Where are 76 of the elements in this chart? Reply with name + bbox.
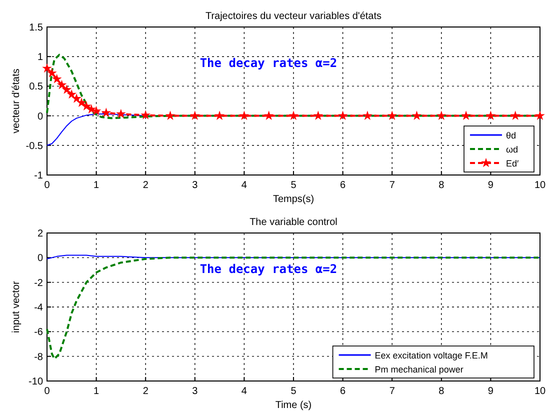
point bbox=[461, 110, 471, 120]
y-tick-label: 0 bbox=[37, 111, 44, 122]
y-axis-title: input vector bbox=[11, 280, 22, 333]
point bbox=[486, 110, 496, 120]
point bbox=[82, 101, 92, 111]
annotation: The decay rates α=2 bbox=[200, 56, 338, 70]
legend-label: Eex excitation voltage F.E.M bbox=[374, 350, 488, 360]
y-tick-label: -6 bbox=[34, 327, 44, 338]
y-tick-label: -0.5 bbox=[26, 140, 44, 152]
x-tick-label: 1 bbox=[94, 180, 100, 191]
point bbox=[535, 110, 545, 120]
y-tick-label: 2 bbox=[37, 228, 44, 240]
x-axis-title: Temps(s) bbox=[272, 194, 314, 205]
line-series bbox=[46, 256, 541, 360]
legend-label: Ed′ bbox=[506, 158, 520, 168]
x-tick-label: 10 bbox=[534, 386, 546, 397]
point bbox=[165, 110, 176, 120]
point bbox=[387, 110, 398, 120]
point bbox=[101, 108, 112, 118]
x-tick-label: 5 bbox=[290, 386, 297, 397]
x-tick-label: 2 bbox=[142, 180, 149, 191]
x-tick-label: 0 bbox=[44, 180, 50, 191]
y-tick-label: -10 bbox=[28, 376, 44, 388]
x-tick-label: 4 bbox=[241, 386, 248, 397]
point bbox=[42, 63, 52, 73]
point bbox=[264, 110, 274, 120]
y-axis-title: vecteur d'états bbox=[11, 68, 22, 134]
point bbox=[362, 110, 372, 120]
point bbox=[190, 110, 200, 120]
y-tick-label: -4 bbox=[34, 302, 44, 314]
y-tick-label: -8 bbox=[34, 352, 44, 363]
x-tick-label: 2 bbox=[142, 386, 149, 397]
y-tick-label: 1 bbox=[37, 52, 44, 64]
point bbox=[412, 110, 422, 120]
point bbox=[436, 110, 446, 120]
point bbox=[52, 74, 62, 84]
point bbox=[140, 110, 151, 120]
x-tick-label: 3 bbox=[192, 180, 198, 191]
point bbox=[72, 93, 82, 103]
point bbox=[313, 110, 324, 120]
point bbox=[116, 108, 126, 118]
y-tick-label: 1.5 bbox=[29, 22, 44, 34]
x-tick-label: 7 bbox=[389, 386, 396, 397]
x-tick-label: 5 bbox=[290, 180, 297, 191]
x-axis-title: Time (s) bbox=[275, 400, 312, 411]
y-tick-label: -1 bbox=[34, 170, 44, 182]
point bbox=[62, 84, 72, 94]
point bbox=[288, 110, 298, 120]
x-tick-label: 0 bbox=[44, 386, 50, 397]
chart-title: Trajectoires du vecteur variables d'états bbox=[205, 11, 382, 22]
y-tick-label: 0.5 bbox=[29, 82, 44, 93]
legend-label: ωd bbox=[506, 144, 518, 154]
x-tick-label: 8 bbox=[438, 180, 445, 191]
x-tick-label: 6 bbox=[340, 180, 346, 191]
point bbox=[214, 110, 224, 120]
x-tick-label: 8 bbox=[438, 386, 445, 397]
x-tick-label: 7 bbox=[389, 180, 396, 191]
y-tick-label: 0 bbox=[37, 253, 44, 264]
point bbox=[56, 80, 67, 90]
x-tick-label: 4 bbox=[241, 180, 248, 191]
annotation: The decay rates α=2 bbox=[200, 262, 338, 276]
point bbox=[66, 89, 77, 99]
legend-label: θd bbox=[506, 130, 516, 140]
x-tick-label: 1 bbox=[94, 386, 100, 397]
x-tick-label: 6 bbox=[340, 386, 346, 397]
legend-label: Pm mechanical power bbox=[374, 364, 464, 374]
point bbox=[510, 110, 520, 120]
y-tick-label: -2 bbox=[34, 278, 44, 289]
point bbox=[338, 110, 348, 120]
x-tick-label: 3 bbox=[192, 386, 198, 397]
x-tick-label: 10 bbox=[534, 180, 546, 191]
x-tick-label: 9 bbox=[488, 180, 494, 191]
point bbox=[239, 110, 250, 120]
chart-title: The variable control bbox=[250, 217, 338, 228]
x-tick-label: 9 bbox=[488, 386, 494, 397]
point bbox=[47, 68, 57, 78]
